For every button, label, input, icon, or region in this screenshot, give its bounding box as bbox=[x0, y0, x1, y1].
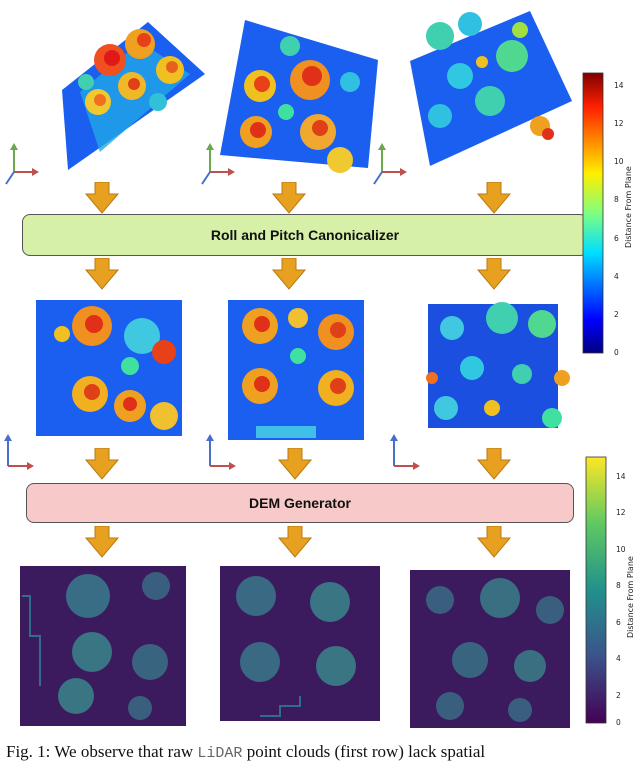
dem-generator-label: DEM Generator bbox=[249, 495, 351, 511]
figure-caption: Fig. 1: We observe that raw LiDAR point … bbox=[6, 742, 640, 762]
colorbar-viridis bbox=[585, 456, 607, 724]
caption-mono: LiDAR bbox=[197, 745, 243, 762]
colorbar-tick: 8 bbox=[616, 581, 621, 590]
axes-icon bbox=[390, 434, 420, 470]
canonical-pointcloud-1 bbox=[36, 300, 182, 436]
axes-icon bbox=[5, 143, 39, 185]
caption-prefix: Fig. 1: We observe that raw bbox=[6, 742, 198, 761]
down-arrow-icon bbox=[278, 448, 312, 480]
colorbar-tick: 2 bbox=[614, 310, 619, 319]
colorbar-tick: 0 bbox=[616, 718, 621, 727]
colorbar-tick: 6 bbox=[614, 234, 619, 243]
colorbar-tick: 10 bbox=[616, 545, 626, 554]
colorbar-tick: 6 bbox=[616, 618, 621, 627]
raw-pointcloud-1 bbox=[62, 22, 205, 170]
dem-map-3 bbox=[410, 570, 570, 728]
down-arrow-icon bbox=[85, 448, 119, 480]
colorbar-tick: 2 bbox=[616, 691, 621, 700]
down-arrow-icon bbox=[85, 258, 119, 290]
colorbar-title: Distance From Plane bbox=[624, 166, 633, 248]
raw-pointcloud-2 bbox=[220, 20, 378, 173]
canonical-pointcloud-3 bbox=[426, 302, 570, 428]
colorbar-title: Distance From Plane bbox=[626, 556, 635, 638]
down-arrow-icon bbox=[477, 448, 511, 480]
down-arrow-icon bbox=[477, 526, 511, 558]
colorbar-tick: 12 bbox=[614, 119, 624, 128]
colorbar-tick: 0 bbox=[614, 348, 619, 357]
down-arrow-icon bbox=[272, 182, 306, 214]
raw-pointcloud-3 bbox=[410, 11, 572, 166]
colorbar-tick: 4 bbox=[614, 272, 619, 281]
colorbar-jet bbox=[582, 72, 604, 354]
down-arrow-icon bbox=[278, 526, 312, 558]
axes-icon bbox=[373, 143, 407, 185]
dem-map-2 bbox=[220, 566, 380, 721]
dem-map-1 bbox=[20, 566, 186, 726]
down-arrow-icon bbox=[272, 258, 306, 290]
axes-icon bbox=[4, 434, 34, 470]
colorbar-tick: 12 bbox=[616, 508, 626, 517]
colorbar-tick: 8 bbox=[614, 195, 619, 204]
axes-icon bbox=[206, 434, 236, 470]
roll-pitch-canonicalizer-box: Roll and Pitch Canonicalizer bbox=[22, 214, 588, 256]
colorbar-tick: 14 bbox=[614, 81, 624, 90]
canonicalizer-label: Roll and Pitch Canonicalizer bbox=[210, 227, 400, 243]
colorbar-tick: 10 bbox=[614, 157, 624, 166]
colorbar-tick: 4 bbox=[616, 654, 621, 663]
down-arrow-icon bbox=[85, 182, 119, 214]
down-arrow-icon bbox=[477, 258, 511, 290]
caption-suffix: point clouds (first row) lack spatial bbox=[242, 742, 486, 761]
colorbar-tick: 14 bbox=[616, 472, 626, 481]
dem-generator-box: DEM Generator bbox=[26, 483, 574, 523]
axes-icon bbox=[201, 143, 235, 185]
canonical-pointcloud-2 bbox=[228, 300, 364, 440]
down-arrow-icon bbox=[477, 182, 511, 214]
down-arrow-icon bbox=[85, 526, 119, 558]
